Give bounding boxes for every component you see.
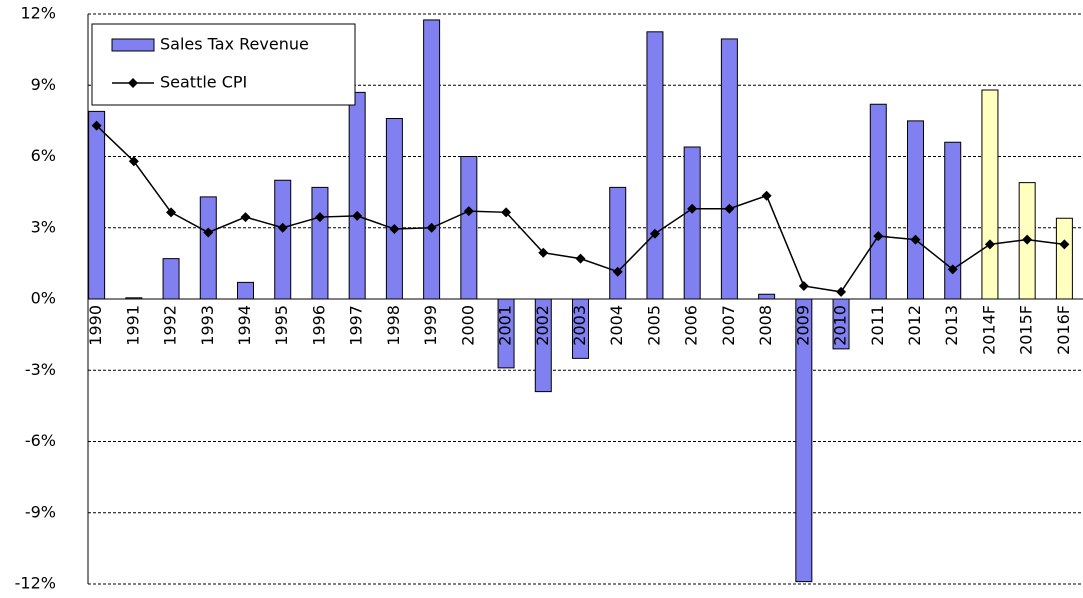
line-marker (873, 231, 884, 242)
line-marker (984, 239, 995, 250)
y-tick-label: 12% (20, 4, 56, 23)
y-tick-label: 3% (31, 217, 56, 236)
bar (683, 146, 701, 300)
bar (981, 89, 999, 300)
x-tick-label: 1991 (123, 305, 142, 346)
x-tick-label: 2008 (756, 305, 775, 346)
line-marker (947, 264, 958, 275)
line-marker (575, 253, 586, 264)
bar (274, 179, 292, 300)
bar (88, 110, 106, 300)
y-tick-label: 0% (31, 289, 56, 308)
bar (534, 298, 552, 393)
bar (199, 196, 217, 300)
x-tick-label: 2002 (533, 305, 552, 346)
line-marker (761, 190, 772, 201)
bar (423, 19, 441, 300)
y-tick-label: -6% (25, 431, 56, 450)
bar (646, 31, 664, 300)
bar (869, 103, 887, 300)
bar (907, 120, 924, 300)
line-marker (501, 207, 512, 218)
x-tick-label: 2004 (607, 305, 626, 346)
legend-label: Sales Tax Revenue (160, 35, 309, 54)
bar (385, 118, 403, 300)
x-tick-label: 2016F (1054, 305, 1073, 355)
line-marker (203, 227, 214, 238)
x-tick-label: 2010 (831, 305, 850, 346)
x-tick-label: 1995 (272, 305, 291, 346)
x-tick-label: 1992 (161, 305, 180, 346)
line-marker (1059, 239, 1070, 250)
bar (720, 38, 738, 300)
bar (125, 297, 143, 300)
y-tick-label: 6% (31, 146, 56, 165)
x-tick-label: 2003 (570, 305, 589, 346)
bar (572, 298, 589, 359)
x-tick-label: 2011 (868, 305, 887, 346)
y-tick-label: -9% (25, 502, 56, 521)
line-marker (910, 234, 921, 245)
line-marker (724, 203, 735, 214)
line-marker (91, 120, 102, 131)
legend-box (91, 23, 356, 106)
line-marker (426, 222, 437, 233)
legend-label: Seattle CPI (160, 73, 247, 92)
line-marker (389, 223, 400, 234)
x-tick-label: 1998 (384, 305, 403, 346)
line-marker (687, 203, 698, 214)
line-marker (538, 247, 549, 258)
x-tick-label: 1997 (347, 305, 366, 346)
line-marker (240, 212, 251, 223)
x-tick-label: 2006 (682, 305, 701, 346)
x-tick-label: 1993 (198, 305, 217, 346)
line-marker (352, 210, 363, 221)
bar (758, 293, 776, 300)
bar (832, 298, 850, 350)
bar (162, 258, 180, 300)
line-marker (463, 206, 474, 217)
line-marker (314, 212, 325, 223)
x-tick-label: 1999 (421, 305, 440, 346)
bar (944, 141, 962, 300)
x-tick-label: 2009 (793, 305, 812, 346)
x-tick-label: 1990 (86, 305, 105, 346)
x-tick-label: 2012 (905, 305, 924, 346)
line-marker (836, 286, 847, 297)
x-tick-label: 2001 (496, 305, 515, 346)
legend-marker (128, 78, 138, 88)
line-marker (612, 266, 623, 277)
bar (348, 91, 366, 300)
line-marker (128, 156, 139, 167)
legend-swatch (111, 38, 155, 52)
bar (1055, 217, 1073, 300)
bar (795, 298, 813, 583)
bar (237, 281, 254, 300)
x-tick-label: 1994 (235, 305, 254, 346)
x-tick-label: 2000 (458, 305, 477, 346)
y-tick-label: -12% (15, 574, 56, 593)
y-tick-label: 9% (31, 75, 56, 94)
x-tick-label: 1996 (309, 305, 328, 346)
x-tick-label: 2014F (979, 305, 998, 355)
legend: Sales Tax Revenue Seattle CPI (91, 23, 356, 106)
bar (311, 186, 329, 300)
x-tick-label: 2013 (942, 305, 961, 346)
x-tick-label: 2015F (1017, 305, 1036, 355)
x-tick-label: 2007 (719, 305, 738, 346)
line-marker (277, 222, 288, 233)
bar (460, 156, 478, 300)
line-marker (166, 207, 177, 218)
line-marker (1022, 234, 1033, 245)
line-marker (798, 280, 809, 291)
x-tick-label: 2005 (644, 305, 663, 346)
line-marker (649, 228, 660, 239)
bar (609, 186, 627, 300)
bar (497, 298, 515, 369)
y-tick-label: -3% (25, 360, 56, 379)
